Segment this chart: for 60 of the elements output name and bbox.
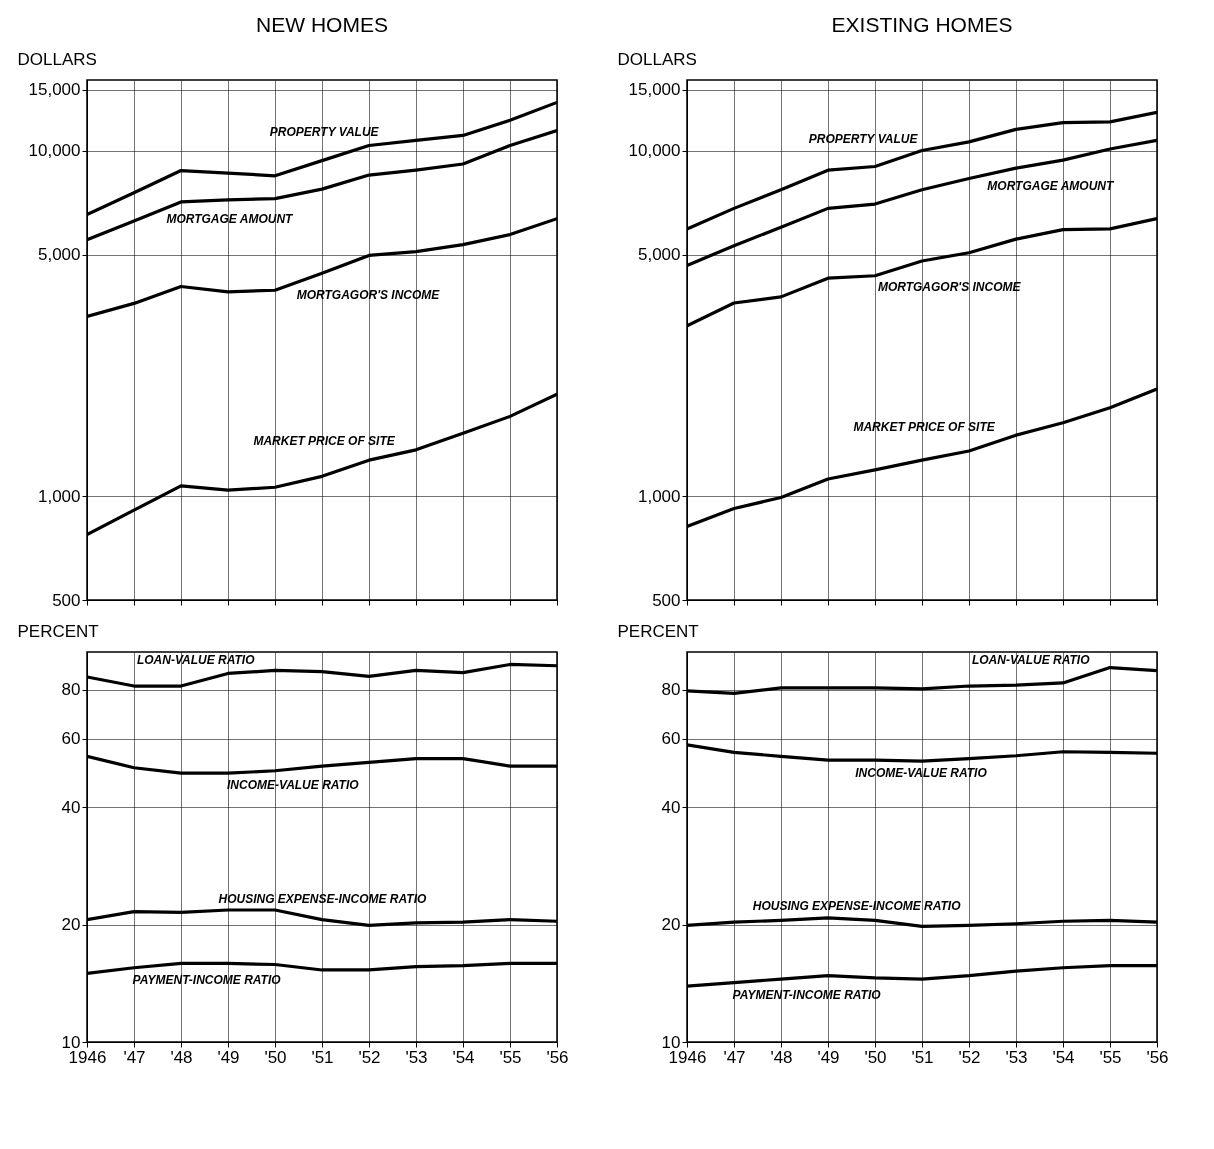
x-tick-label: '50 — [864, 1047, 887, 1067]
y-tick-label: 10,000 — [628, 141, 681, 161]
series-label: MORTGAGE AMOUNT — [987, 178, 1115, 193]
x-tick-label: '51 — [311, 1047, 334, 1067]
x-tick-label: '47 — [723, 1047, 746, 1067]
x-tick-label: '52 — [358, 1047, 381, 1067]
series-label: MARKET PRICE OF SITE — [253, 433, 396, 448]
y-axis-title: DOLLARS — [17, 49, 97, 69]
series-label: MORTGAGOR'S INCOME — [877, 280, 1022, 295]
series-label: HOUSING EXPENSE-INCOME RATIO — [752, 899, 962, 914]
series-label: LOAN-VALUE RATIO — [136, 652, 256, 667]
x-tick-label: '48 — [170, 1047, 193, 1067]
y-tick-label: 80 — [61, 680, 81, 700]
x-tick-label: '55 — [1099, 1047, 1122, 1067]
x-tick-label: '49 — [817, 1047, 840, 1067]
y-tick-label: 15,000 — [628, 80, 681, 100]
series-label: INCOME-VALUE RATIO — [855, 765, 988, 780]
y-tick-label: 80 — [661, 680, 681, 700]
y-tick-label: 500 — [652, 590, 681, 610]
x-tick-label: '54 — [452, 1047, 475, 1067]
x-tick-label: '48 — [770, 1047, 793, 1067]
x-tick-label: '55 — [499, 1047, 522, 1067]
series-label: INCOME-VALUE RATIO — [227, 777, 360, 792]
y-tick-label: 500 — [52, 590, 81, 610]
chart-title: EXISTING HOMES — [831, 13, 1013, 36]
x-tick-label: '56 — [1146, 1047, 1169, 1067]
series-label: PROPERTY VALUE — [808, 132, 919, 147]
series-label: MORTGAGE AMOUNT — [166, 212, 295, 227]
chart-title: NEW HOMES — [256, 13, 388, 36]
x-tick-label: '53 — [405, 1047, 428, 1067]
x-tick-label: '49 — [217, 1047, 240, 1067]
series-label: HOUSING EXPENSE-INCOME RATIO — [218, 891, 427, 906]
y-tick-label: 1,000 — [37, 486, 81, 506]
y-tick-label: 1,000 — [637, 486, 681, 506]
y-tick-label: 40 — [661, 797, 681, 817]
x-tick-label: '47 — [123, 1047, 146, 1067]
y-tick-label: 20 — [61, 915, 81, 935]
y-tick-label: 60 — [661, 729, 681, 749]
series-label: PAYMENT-INCOME RATIO — [732, 987, 882, 1002]
y-tick-label: 40 — [61, 797, 81, 817]
series-label: MORTGAGOR'S INCOME — [296, 288, 441, 302]
y-axis-title: DOLLARS — [617, 49, 697, 69]
series-label: LOAN-VALUE RATIO — [971, 653, 1091, 668]
x-tick-label: '51 — [911, 1047, 934, 1067]
x-tick-label: '52 — [958, 1047, 981, 1067]
y-axis-title: PERCENT — [617, 621, 699, 641]
y-tick-label: 5,000 — [37, 245, 81, 265]
series-label: MARKET PRICE OF SITE — [853, 419, 996, 434]
y-axis-title: PERCENT — [17, 621, 99, 641]
y-tick-label: 5,000 — [637, 245, 681, 265]
series-label: PAYMENT-INCOME RATIO — [132, 973, 282, 988]
x-tick-label: '53 — [1005, 1047, 1028, 1067]
y-tick-label: 15,000 — [28, 80, 81, 100]
x-tick-label: '50 — [264, 1047, 287, 1067]
y-tick-label: 60 — [61, 729, 81, 749]
series-label: PROPERTY VALUE — [269, 125, 380, 140]
x-tick-label: '54 — [1052, 1047, 1075, 1067]
y-tick-label: 20 — [661, 915, 681, 935]
x-tick-label: '56 — [546, 1047, 569, 1067]
y-tick-label: 10,000 — [28, 141, 81, 161]
